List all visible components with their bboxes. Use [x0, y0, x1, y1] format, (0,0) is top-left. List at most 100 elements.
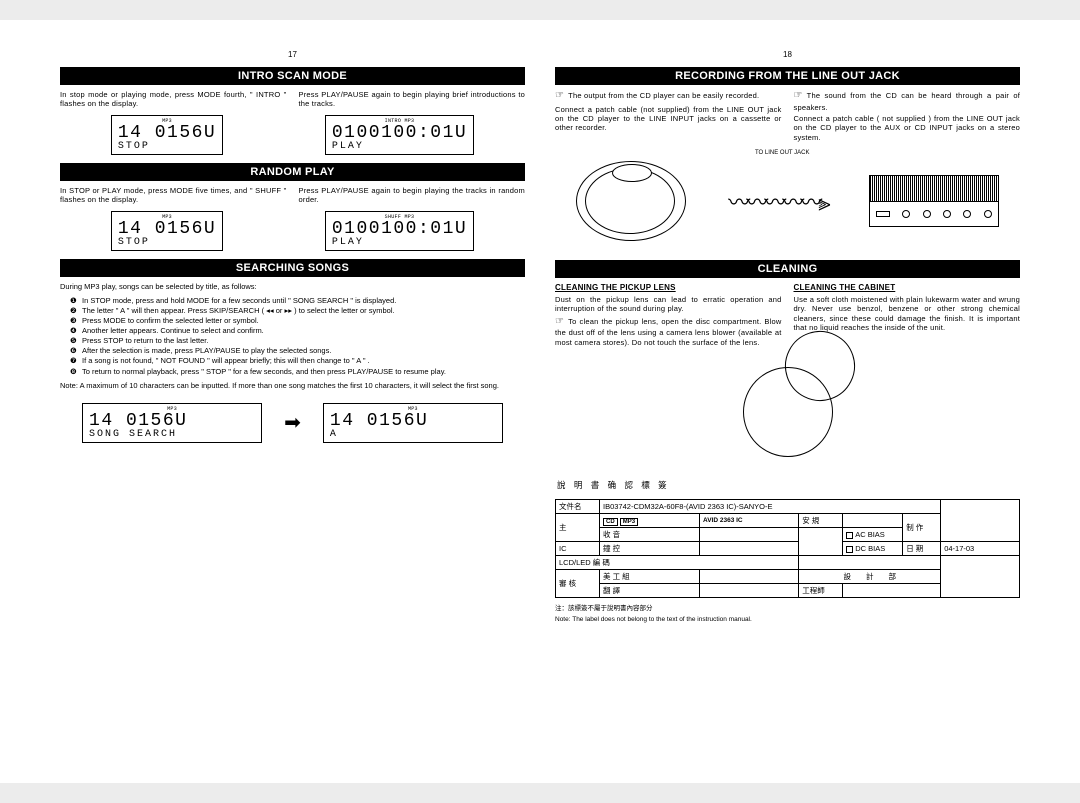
intro-lcd-group: MP3 14 0156U STOP INTRO MP3 0100100:01U …	[60, 109, 525, 161]
recording-right-p2: Connect a patch cable ( not supplied ) f…	[794, 114, 1021, 142]
cell: IB03742-CDM32A-60F8-(AVID 2363 IC)-SANYO…	[600, 500, 941, 514]
search-lcd-left: MP3 14 0156U SONG SEARCH	[82, 403, 262, 443]
random-text: In STOP or PLAY mode, press MODE five ti…	[60, 186, 525, 205]
recording-left-p1: The output from the CD player can be eas…	[568, 91, 759, 100]
cleaning-text: CLEANING THE PICKUP LENS Dust on the pic…	[555, 283, 1020, 347]
cleaning-lens: CLEANING THE PICKUP LENS Dust on the pic…	[555, 283, 782, 347]
title-searching-songs: SEARCHING SONGS	[60, 259, 525, 277]
line-out-diagram: TO LINE OUT JACK 〰〰〰〰〰⫸	[555, 146, 1020, 256]
column-page-18: 18 RECORDING FROM THE LINE OUT JACK ☞The…	[540, 50, 1035, 763]
pointer-icon: ☞	[794, 90, 803, 101]
list-item: ❷The letter " A " will then appear. Pres…	[70, 306, 525, 316]
table-row: 收 音 AC BIAS	[556, 528, 1020, 542]
cell: 04-17-03	[941, 542, 1020, 556]
cell: 收 音	[600, 528, 700, 542]
list-bullet: ❻	[70, 346, 82, 356]
recording-text: ☞ The output from the CD player can be ea…	[555, 90, 1020, 142]
footnote-en: Note: The label does not belong to the t…	[555, 616, 1020, 623]
intro-right: Press PLAY/PAUSE again to begin playing …	[299, 90, 526, 109]
recording-left-p2: Connect a patch cable (not supplied) fro…	[555, 105, 782, 133]
table-row: 翻 譯 工程師	[556, 584, 1020, 598]
list-bullet: ❶	[70, 296, 82, 306]
recording-right-p1: The sound from the CD can be heard throu…	[794, 91, 1021, 112]
list-text: The letter " A " will then appear. Press…	[82, 306, 395, 316]
random-left: In STOP or PLAY mode, press MODE five ti…	[60, 186, 287, 205]
table-row: LCD/LED 編 碼	[556, 556, 1020, 570]
list-text: If a song is not found, " NOT FOUND " wi…	[82, 356, 370, 366]
cell: 文件名	[556, 500, 600, 514]
list-bullet: ❼	[70, 356, 82, 366]
cell: IC	[556, 542, 600, 556]
lcd-row1: 0100100:01U	[332, 220, 467, 238]
page-number-18: 18	[555, 50, 1020, 59]
pointer-icon: ☞	[555, 316, 564, 327]
list-text: Press MODE to confirm the selected lette…	[82, 316, 259, 326]
lcd-row2: STOP	[118, 238, 216, 250]
cell-text: AC BIAS	[855, 530, 885, 539]
searching-list: ❶In STOP mode, press and hold MODE for a…	[70, 296, 525, 377]
list-item: ❼If a song is not found, " NOT FOUND " w…	[70, 356, 525, 366]
label-table: 文件名 IB03742-CDM32A-60F8-(AVID 2363 IC)-S…	[555, 499, 1020, 598]
table-row: 文件名 IB03742-CDM32A-60F8-(AVID 2363 IC)-S…	[556, 500, 1020, 514]
cell: 工程師	[799, 584, 843, 598]
recording-left: ☞ The output from the CD player can be ea…	[555, 90, 782, 142]
column-page-17: 17 INTRO SCAN MODE In stop mode or playi…	[45, 50, 540, 763]
list-item: ❹Another letter appears. Continue to sel…	[70, 326, 525, 336]
list-text: To return to normal playback, press " ST…	[82, 367, 446, 377]
list-bullet: ❺	[70, 336, 82, 346]
cell: 翻 譯	[600, 584, 700, 598]
cleaning-diagram	[555, 347, 1020, 477]
pointer-icon: ☞	[555, 90, 564, 101]
cell: 制 作	[903, 514, 941, 542]
lcd-row1: 14 0156U	[118, 124, 216, 142]
list-bullet: ❽	[70, 367, 82, 377]
list-text: After the selection is made, press PLAY/…	[82, 346, 331, 356]
search-lcd-group: MP3 14 0156U SONG SEARCH ➡ MP3 14 0156U …	[60, 397, 525, 449]
list-bullet: ❷	[70, 306, 82, 316]
cell: 安 規	[799, 514, 843, 528]
table-row: 主 CD MP3 AVID 2363 IC 安 規 制 作	[556, 514, 1020, 528]
page: 17 INTRO SCAN MODE In stop mode or playi…	[0, 20, 1080, 783]
label-table-header: 說 明 書 确 認 標 簽	[557, 479, 1020, 491]
lcd-row2: STOP	[118, 142, 216, 154]
intro-text: In stop mode or playing mode, press MODE…	[60, 90, 525, 109]
cleaning-lens-p2: To clean the pickup lens, open the disc …	[555, 317, 782, 347]
intro-lcd-right: INTRO MP3 0100100:01U PLAY	[325, 115, 474, 155]
lcd-row2: SONG SEARCH	[89, 430, 255, 442]
cd-badge: CD	[603, 518, 618, 526]
cell: LCD/LED 編 碼	[556, 556, 799, 570]
cell: 日 期	[903, 542, 941, 556]
title-cleaning: CLEANING	[555, 260, 1020, 278]
cell: 設 計 部	[799, 570, 941, 584]
footnote-cn: 注：該標簽不屬于說明書內容部分	[555, 602, 1020, 612]
searching-note: Note: A maximum of 10 characters can be …	[60, 381, 525, 391]
cell: DC BIAS	[843, 542, 903, 556]
random-lcd-left: MP3 14 0156U STOP	[111, 211, 223, 251]
list-item: ❽To return to normal playback, press " S…	[70, 367, 525, 377]
title-recording: RECORDING FROM THE LINE OUT JACK	[555, 67, 1020, 85]
recording-right: ☞The sound from the CD can be heard thro…	[794, 90, 1021, 142]
list-item: ❻After the selection is made, press PLAY…	[70, 346, 525, 356]
cell-text: DC BIAS	[855, 544, 885, 553]
diagram-label: TO LINE OUT JACK	[755, 150, 809, 156]
list-text: In STOP mode, press and hold MODE for a …	[82, 296, 396, 306]
page-number-17: 17	[60, 50, 525, 59]
list-text: Another letter appears. Continue to sele…	[82, 326, 264, 336]
lcd-row1: 14 0156U	[330, 412, 496, 430]
cell: 鐘 控	[600, 542, 700, 556]
random-lcd-group: MP3 14 0156U STOP SHUFF MP3 0100100:01U …	[60, 205, 525, 257]
cleaning-cabinet-p: Use a soft cloth moistened with plain lu…	[794, 295, 1021, 333]
searching-intro: During MP3 play, songs can be selected b…	[60, 282, 525, 292]
cleaning-lens-p1: Dust on the pickup lens can lead to erra…	[555, 295, 782, 314]
cleaning-cabinet-head: CLEANING THE CABINET	[794, 283, 1021, 293]
cable-illustration: 〰〰〰〰〰⫸	[728, 185, 826, 217]
cell: 美 工 組	[600, 570, 700, 584]
arrow-icon: ➡	[284, 410, 301, 435]
title-intro-scan: INTRO SCAN MODE	[60, 67, 525, 85]
cd-player-illustration	[576, 161, 686, 241]
list-bullet: ❹	[70, 326, 82, 336]
cell: AC BIAS	[843, 528, 903, 542]
lcd-row1: 14 0156U	[89, 412, 255, 430]
random-lcd-right: SHUFF MP3 0100100:01U PLAY	[325, 211, 474, 251]
amplifier-illustration	[869, 175, 999, 227]
